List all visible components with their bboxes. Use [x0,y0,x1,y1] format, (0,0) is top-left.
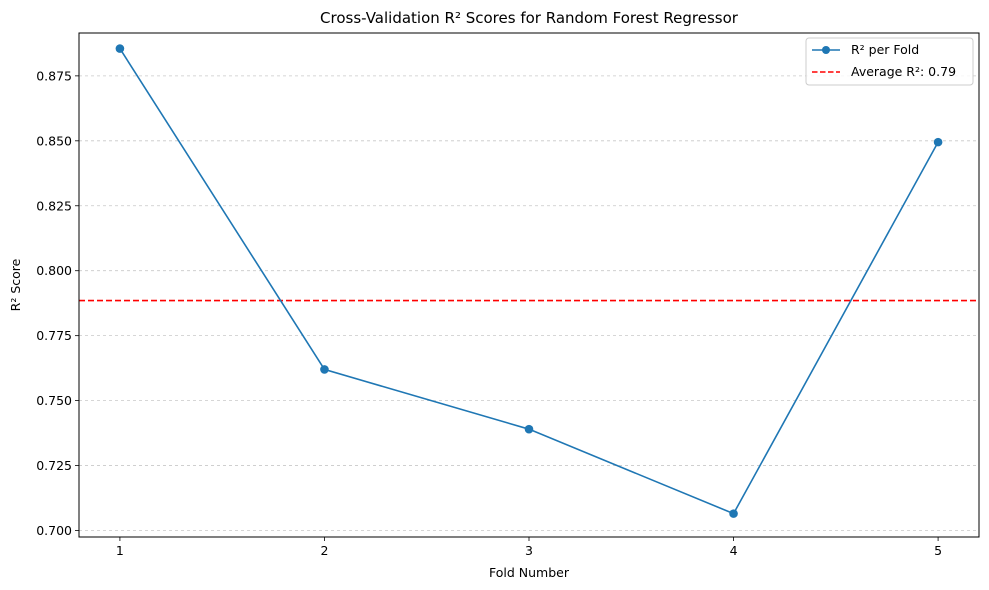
y-axis-ticks: 0.700 0.725 0.750 0.775 0.800 0.825 0.850 0.875 [36,68,79,538]
y-tick-label: 0.875 [36,68,72,83]
y-axis-label: R² Score [8,258,23,311]
chart-title: Cross-Validation R² Scores for Random Fo… [320,9,739,27]
x-axis-label: Fold Number [489,565,570,580]
x-tick-label: 3 [525,543,533,558]
data-point [320,365,329,374]
legend: R² per Fold Average R²: 0.79 [805,37,974,86]
legend-marker-series [822,46,830,54]
grid-lines [79,75,979,531]
y-tick-label: 0.850 [36,133,72,148]
y-tick-label: 0.825 [36,198,72,213]
x-tick-label: 1 [116,543,124,558]
legend-label-series: R² per Fold [851,42,919,57]
y-tick-label: 0.700 [36,523,72,538]
y-tick-label: 0.800 [36,263,72,278]
x-tick-label: 4 [730,543,738,558]
x-tick-label: 5 [934,543,942,558]
legend-box [805,37,974,86]
x-tick-label: 2 [320,543,328,558]
legend-label-average: Average R²: 0.79 [851,64,956,79]
series-layer [115,44,943,518]
data-point [933,137,943,147]
y-tick-label: 0.725 [36,458,72,473]
y-tick-label: 0.750 [36,393,72,408]
x-axis-ticks: 1 2 3 4 5 [116,537,942,558]
data-point [115,44,125,53]
data-point [524,424,534,434]
y-tick-label: 0.775 [36,328,72,343]
data-point [729,509,738,518]
